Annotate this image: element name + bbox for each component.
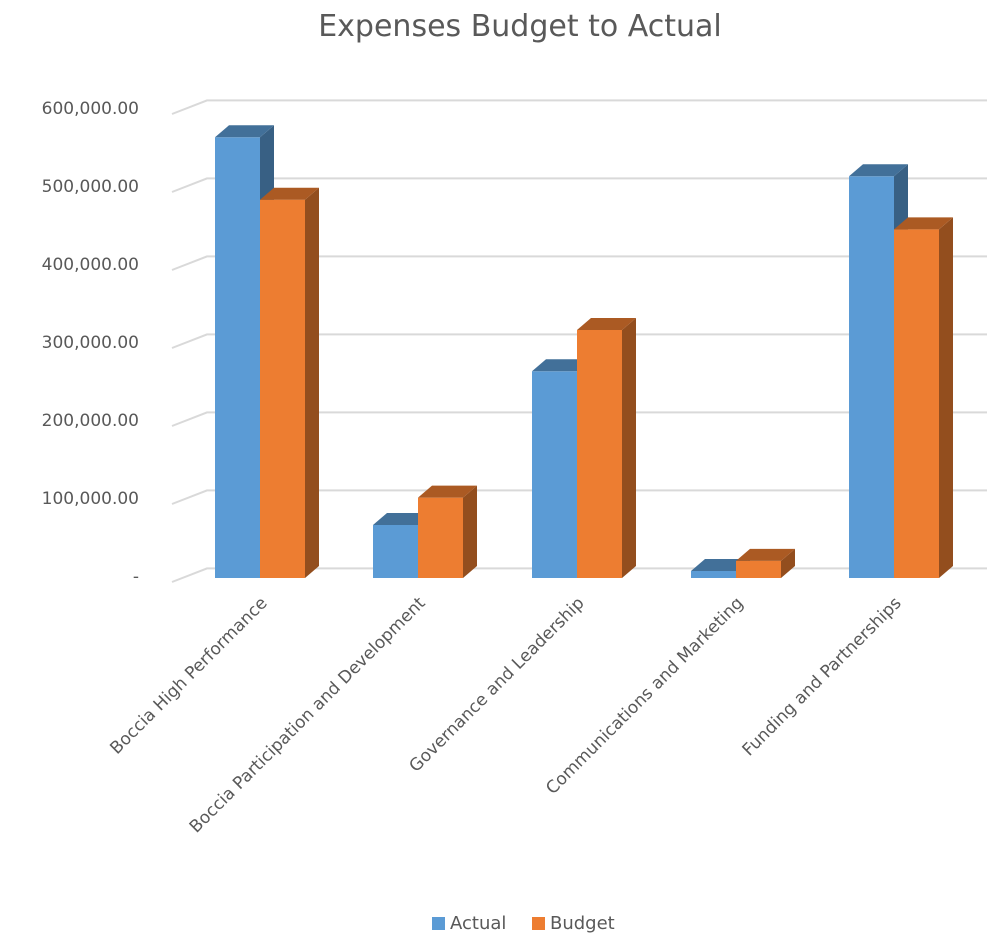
bar-top-face <box>215 125 274 138</box>
gridline <box>171 99 987 115</box>
bar-side-face <box>305 187 319 578</box>
bar-top-face <box>418 485 477 498</box>
gridline <box>171 333 987 349</box>
bar-side-face <box>781 548 795 578</box>
bar-top-face <box>577 317 636 330</box>
chart-title: Expenses Budget to Actual <box>318 9 722 44</box>
y-tick-label: 200,000.00 <box>42 411 139 431</box>
bar-budget-4 <box>736 548 795 578</box>
bar-front-face <box>894 229 939 578</box>
bar-front-face <box>215 137 260 579</box>
gridline <box>171 255 987 271</box>
legend-swatch <box>432 917 445 930</box>
bar-side-face <box>463 485 477 578</box>
y-tick-label: 400,000.00 <box>42 255 139 275</box>
bar-front-face <box>532 371 577 578</box>
gridline <box>171 489 987 505</box>
bar-top-face <box>849 164 908 177</box>
y-axis-tick-labels: - 100,000.00 200,000.00 300,000.00 400,000.0… <box>42 99 139 587</box>
legend-label: Actual <box>450 913 506 934</box>
bar-front-face <box>691 570 736 578</box>
x-category-label: Boccia High Performance <box>106 593 271 758</box>
bar-side-face <box>939 217 953 578</box>
bar-layer <box>215 125 953 579</box>
bar-front-face <box>418 497 463 578</box>
legend-item-actual: Actual <box>432 913 506 934</box>
x-category-label: Communications and Marketing <box>542 593 747 798</box>
legend: Actual Budget <box>432 913 615 934</box>
bar-front-face <box>577 329 622 578</box>
legend-swatch <box>532 917 545 930</box>
legend-label: Budget <box>550 913 615 934</box>
bar-budget-5 <box>894 217 953 578</box>
bar-top-face <box>373 512 432 525</box>
gridline <box>171 177 987 193</box>
bar-front-face <box>849 176 894 579</box>
grid-layer <box>171 99 987 583</box>
bar-budget-2 <box>418 485 477 578</box>
y-tick-label: 100,000.00 <box>42 489 139 509</box>
y-tick-label: 500,000.00 <box>42 177 139 197</box>
x-category-label: Governance and Leadership <box>406 593 589 776</box>
y-tick-label: - <box>133 567 139 587</box>
bar-top-face <box>260 187 319 200</box>
bar-front-face <box>260 199 305 578</box>
bar-budget-3 <box>577 317 636 578</box>
bar-front-face <box>373 524 418 578</box>
y-tick-label: 300,000.00 <box>42 333 139 353</box>
bar-side-face <box>622 317 636 578</box>
bar-top-face <box>532 359 591 372</box>
bar-budget-1 <box>260 187 319 578</box>
bar-top-face <box>736 548 795 561</box>
bar-top-face <box>894 217 953 230</box>
x-category-label: Funding and Partnerships <box>739 593 906 760</box>
legend-item-budget: Budget <box>532 913 615 934</box>
y-tick-label: 600,000.00 <box>42 99 139 119</box>
gridline <box>171 411 987 427</box>
bar-top-face <box>691 558 750 571</box>
bar-front-face <box>736 560 781 578</box>
